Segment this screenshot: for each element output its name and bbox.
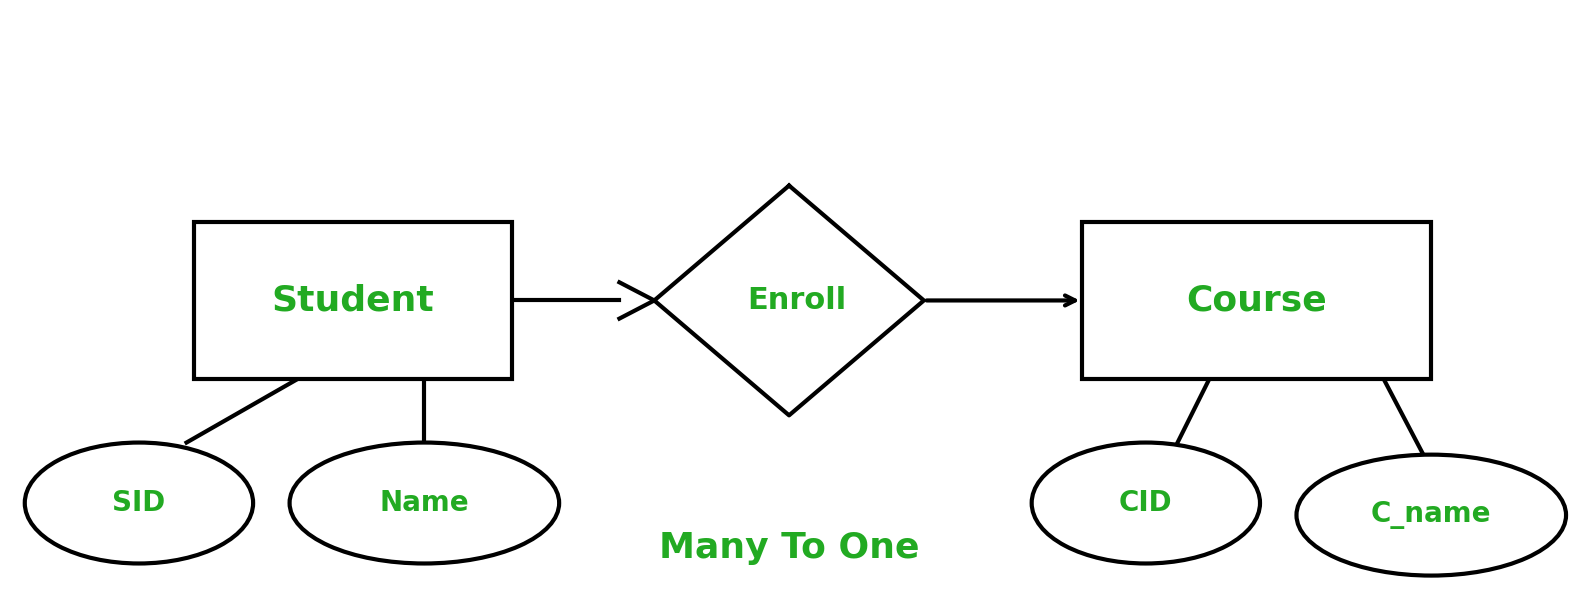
- Text: Name: Name: [379, 489, 469, 517]
- Ellipse shape: [1296, 455, 1565, 576]
- Bar: [194, 222, 512, 379]
- Ellipse shape: [290, 443, 559, 563]
- Ellipse shape: [1031, 443, 1259, 563]
- Text: Course: Course: [1186, 283, 1328, 318]
- Text: C_name: C_name: [1371, 501, 1492, 529]
- Text: Many To One: Many To One: [658, 531, 920, 565]
- Ellipse shape: [26, 443, 253, 563]
- Text: Student: Student: [271, 283, 435, 318]
- Bar: [1082, 222, 1431, 379]
- Text: CID: CID: [1119, 489, 1173, 517]
- Text: Enroll: Enroll: [748, 286, 846, 315]
- Text: SID: SID: [112, 489, 166, 517]
